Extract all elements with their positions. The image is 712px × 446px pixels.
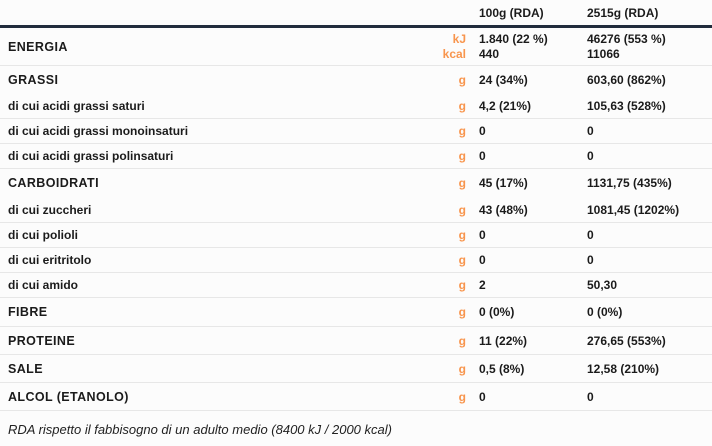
value-2515g: 1081,45 (1202%) [587, 202, 680, 217]
value-100g: 0 [479, 228, 486, 242]
value-2515g: 1131,75 (435%) [587, 176, 672, 190]
column-header-2515g: 2515g (RDA) [587, 6, 659, 20]
row-di-cui-acidi-grassi-saturi: di cui acidi grassi saturi g 4,2 (21%) 1… [0, 94, 712, 119]
value-2515g-kj: 46276 (553 %) [587, 31, 666, 46]
value-2515g: 0 [587, 124, 594, 138]
value-2515g: 50,30 [587, 278, 618, 292]
unit-cell: g [458, 333, 466, 348]
row-label: di cui acidi grassi saturi [8, 99, 145, 113]
row-label: PROTEINE [8, 333, 76, 348]
row-energia: ENERGIA kJ kcal 1.840 (22 %) 440 46276 (… [0, 28, 712, 66]
nutrition-table: 100g (RDA) 2515g (RDA) ENERGIA kJ kcal 1… [0, 0, 712, 437]
value-100g: 1.840 (22 %) 440 [479, 32, 587, 62]
row-label: FIBRE [8, 305, 48, 319]
value-100g: 11 (22%) [479, 333, 528, 348]
value-100g: 0 [479, 149, 486, 163]
row-proteine: PROTEINE g 11 (22%) 276,65 (553%) [0, 327, 712, 355]
unit-cell: g [458, 305, 466, 319]
row-di-cui-acidi-grassi-monoinsaturi: di cui acidi grassi monoinsaturi g 0 0 [0, 119, 712, 144]
unit-kcal: kcal [442, 46, 466, 61]
unit-cell: g [458, 176, 466, 190]
row-label: ENERGIA [8, 39, 68, 54]
value-100g: 0 [479, 389, 486, 404]
row-di-cui-polioli: di cui polioli g 0 0 [0, 223, 712, 248]
unit-cell: g [458, 278, 466, 292]
row-fibre: FIBRE g 0 (0%) 0 (0%) [0, 298, 712, 327]
row-label: di cui eritritolo [8, 253, 92, 267]
row-label: GRASSI [8, 73, 59, 87]
row-di-cui-zuccheri: di cui zuccheri g 43 (48%) 1081,45 (1202… [0, 197, 712, 223]
unit-cell: kJ kcal [424, 32, 466, 62]
row-label: ALCOL (ETANOLO) [8, 389, 129, 404]
value-100g: 2 [479, 278, 486, 292]
row-label: di cui amido [8, 278, 79, 292]
unit-cell: g [458, 253, 466, 267]
row-carboidrati: CARBOIDRATI g 45 (17%) 1131,75 (435%) [0, 169, 712, 197]
value-2515g: 0 [587, 253, 594, 267]
row-di-cui-eritritolo: di cui eritritolo g 0 0 [0, 248, 712, 273]
value-100g: 24 (34%) [479, 73, 528, 87]
row-label: SALE [8, 361, 43, 376]
value-2515g: 0 [587, 149, 594, 163]
value-100g: 45 (17%) [479, 176, 528, 190]
value-100g: 0,5 (8%) [479, 361, 525, 376]
value-2515g: 603,60 (862%) [587, 73, 666, 87]
unit-cell: g [458, 99, 466, 113]
unit-cell: g [458, 228, 466, 242]
value-100g: 43 (48%) [479, 202, 528, 217]
unit-cell: g [458, 389, 466, 404]
row-di-cui-acidi-grassi-polinsaturi: di cui acidi grassi polinsaturi g 0 0 [0, 144, 712, 169]
row-label: di cui acidi grassi polinsaturi [8, 149, 174, 163]
unit-cell: g [458, 124, 466, 138]
value-100g: 0 (0%) [479, 305, 515, 319]
rda-footnote: RDA rispetto il fabbisogno di un adulto … [8, 422, 392, 437]
value-2515g: 0 [587, 389, 594, 404]
value-2515g: 276,65 (553%) [587, 333, 666, 348]
unit-kj: kJ [452, 31, 466, 46]
row-sale: SALE g 0,5 (8%) 12,58 (210%) [0, 355, 712, 383]
value-2515g: 46276 (553 %) 11066 [587, 32, 712, 62]
value-100g-kj: 1.840 (22 %) [479, 31, 548, 46]
row-label: di cui acidi grassi monoinsaturi [8, 124, 189, 138]
value-2515g: 0 [587, 228, 594, 242]
row-label: di cui zuccheri [8, 202, 92, 217]
value-2515g: 12,58 (210%) [587, 361, 660, 376]
table-header-row: 100g (RDA) 2515g (RDA) [0, 0, 712, 28]
unit-cell: g [458, 73, 466, 87]
unit-cell: g [458, 149, 466, 163]
value-100g: 4,2 (21%) [479, 99, 532, 113]
value-2515g: 105,63 (528%) [587, 99, 666, 113]
value-2515g-kcal: 11066 [587, 46, 620, 61]
unit-cell: g [458, 202, 466, 217]
row-label: di cui polioli [8, 228, 78, 242]
row-di-cui-amido: di cui amido g 2 50,30 [0, 273, 712, 298]
value-2515g: 0 (0%) [587, 305, 623, 319]
value-100g-kcal: 440 [479, 46, 500, 61]
row-grassi: GRASSI g 24 (34%) 603,60 (862%) [0, 66, 712, 94]
value-100g: 0 [479, 124, 486, 138]
value-100g: 0 [479, 253, 486, 267]
row-alcol-etanolo: ALCOL (ETANOLO) g 0 0 [0, 383, 712, 411]
column-header-100g: 100g (RDA) [479, 6, 544, 20]
row-label: CARBOIDRATI [8, 176, 99, 190]
unit-cell: g [458, 361, 466, 376]
